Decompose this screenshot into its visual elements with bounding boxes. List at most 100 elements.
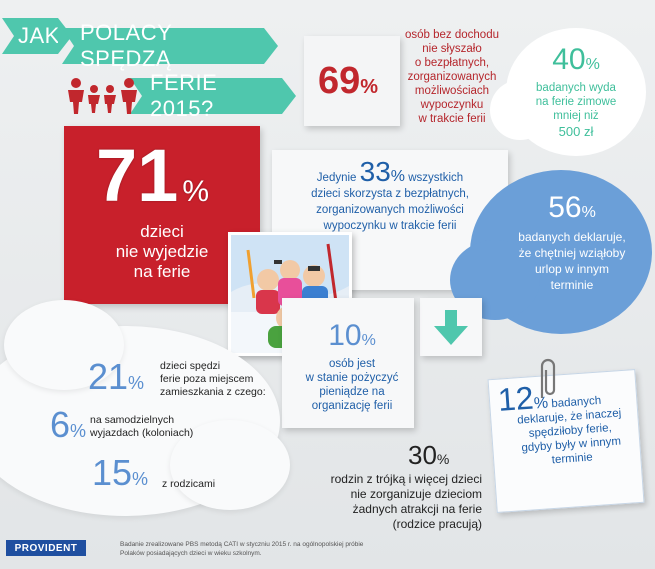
stat-21-value: 21 xyxy=(88,356,129,397)
stat-15-value-wrap: 15% xyxy=(92,452,148,494)
stat-33-text: Jedynie 33% wszystkich dzieci skorzysta … xyxy=(272,158,508,234)
paperclip-icon xyxy=(540,358,556,398)
stat-10-value-wrap: 10% xyxy=(290,320,414,357)
stat-71-line: dzieci xyxy=(140,222,184,241)
stat-40-value-wrap: 40% xyxy=(506,44,646,81)
stat-71-line: na ferie xyxy=(133,262,191,281)
stat-12-text: 12% badanych deklaruje, że inaczej spędz… xyxy=(497,380,643,471)
stat-6-line: na samodzielnych xyxy=(90,414,175,426)
title-ferie: FERIE 2015? xyxy=(150,70,218,121)
stat-30-unit: % xyxy=(436,451,450,467)
stat-69-line: możliwościach xyxy=(414,85,490,97)
stat-56-unit: % xyxy=(581,204,596,221)
stat-30-line: (rodzice pracują) xyxy=(392,517,482,531)
stat-56-value: 56 xyxy=(548,191,582,224)
stat-69-unit: % xyxy=(360,76,379,98)
stat-30-line: rodzin z trójką i więcej dzieci xyxy=(330,472,482,486)
stat-69-line: wypoczynku xyxy=(420,99,484,111)
stat-69-line: nie słyszało xyxy=(422,43,482,55)
stat-6-value-wrap: 6% xyxy=(50,404,86,446)
down-arrow-icon xyxy=(434,310,468,345)
stat-56-line: urlop w innym xyxy=(534,262,610,276)
stat-71-value: 71 xyxy=(96,134,179,217)
stat-33-value: 33 xyxy=(359,156,391,187)
stat-71-value-wrap: 71% xyxy=(96,136,209,232)
stat-15-text: z rodzicami xyxy=(162,478,215,491)
stat-15-line: z rodzicami xyxy=(162,478,216,490)
stat-56-text: 56% badanych deklaruje, że chętniej wzią… xyxy=(492,192,652,293)
stat-10-card xyxy=(282,298,414,428)
stat-10-line: osób jest xyxy=(328,358,376,370)
stat-33-line: zorganizowanych możliwości xyxy=(316,204,464,216)
stat-40-value: 40 xyxy=(552,43,586,76)
title-ferie-banner: FERIE 2015? xyxy=(130,70,296,121)
title-jak-banner: JAK xyxy=(2,18,72,54)
stat-12-unit: % xyxy=(533,394,549,413)
stat-10-unit: % xyxy=(361,332,376,349)
stat-6-unit: % xyxy=(70,421,87,441)
stat-69-line: w trakcie ferii xyxy=(418,113,486,125)
stat-71-text: dzieci nie wyjedzie na ferie xyxy=(64,222,260,282)
footer-note-line: Badanie zrealizowane PBS metodą CATI w s… xyxy=(120,541,364,548)
stat-40-unit: % xyxy=(585,56,600,73)
stat-33-unit: % xyxy=(390,168,406,185)
stat-69-line: zorganizowanych xyxy=(407,71,497,83)
stat-10-line: pieniądze na xyxy=(319,386,385,398)
stat-6-line: wyjazdach (koloniach) xyxy=(90,427,194,439)
stat-71-card xyxy=(64,126,260,304)
stat-30-value: 30 xyxy=(408,440,437,470)
stat-33-suffix: wszystkich xyxy=(408,172,464,184)
stat-15-value: 15 xyxy=(92,452,133,493)
stat-69-text: osób bez dochodu nie słyszało o bezpłatn… xyxy=(400,28,504,126)
stat-21-line: dzieci spędzi xyxy=(160,360,221,372)
stat-10-line: w stanie pożyczyć xyxy=(305,372,399,384)
stat-69-card xyxy=(304,36,400,126)
stat-30-line: żadnych atrakcji na ferie xyxy=(352,502,482,516)
stat-12-lines: deklaruje, że inaczej spędziłoby ferie, … xyxy=(499,405,643,471)
stat-10-value: 10 xyxy=(328,319,362,352)
stat-21-text: dzieci spędzi ferie poza miejscem zamies… xyxy=(160,360,266,399)
stat-10-text: 10% osób jest w stanie pożyczyć pieniądz… xyxy=(290,320,414,413)
title-polacy-banner: POLACY SPĘDZĄ xyxy=(62,20,278,71)
stat-40-line: mniej niż xyxy=(553,110,599,122)
stat-40-text: 40% badanych wyda na ferie zimowe mniej … xyxy=(506,44,646,139)
stat-6-value: 6 xyxy=(50,404,71,445)
left-cloud-puff xyxy=(170,420,290,510)
stat-30-line: nie zorganizuje dzieciom xyxy=(350,487,482,501)
stat-69-value-wrap: 69% xyxy=(318,60,378,103)
stat-33-line: dzieci skorzysta z bezpłatnych, xyxy=(311,188,469,200)
title-jak: JAK xyxy=(18,23,60,48)
footer-note-line: Polaków posiadających dzieci w wieku szk… xyxy=(120,550,262,557)
stat-56-line: że chętniej wziąłoby xyxy=(518,246,626,260)
stat-21-unit: % xyxy=(128,373,145,393)
stat-33-prefix: Jedynie xyxy=(316,172,357,184)
stat-69-line: o bezpłatnych, xyxy=(414,57,490,69)
stat-56-value-wrap: 56% xyxy=(492,192,652,229)
stat-69-line: osób bez dochodu xyxy=(405,29,499,41)
stat-33-line: wypoczynku w trakcie ferii xyxy=(323,220,457,232)
stat-15-unit: % xyxy=(132,469,149,489)
stat-40-line: na ferie zimowe xyxy=(535,96,617,108)
stat-69-value: 69 xyxy=(318,60,361,102)
title-polacy: POLACY SPĘDZĄ xyxy=(80,20,172,71)
stat-10-line: organizację ferii xyxy=(311,400,393,412)
stat-33-headline: Jedynie 33% wszystkich xyxy=(272,158,508,186)
stat-71-line: nie wyjedzie xyxy=(115,242,209,261)
stat-21-line: zamieszkania z czego: xyxy=(160,386,266,398)
stat-30-value-wrap: 30% xyxy=(408,440,449,471)
stat-21-line: ferie poza miejscem xyxy=(160,373,254,385)
stat-30-text: rodzin z trójką i więcej dzieci nie zorg… xyxy=(262,472,482,532)
stat-56-line: badanych deklaruje, xyxy=(518,230,626,244)
stat-56-line: terminie xyxy=(550,278,594,292)
stat-40-line: 500 zł xyxy=(558,124,594,139)
left-cloud-puff xyxy=(4,300,124,390)
stat-6-text: na samodzielnych wyjazdach (koloniach) xyxy=(90,414,193,440)
provident-logo: PROVIDENT xyxy=(6,540,86,556)
stat-40-cloud-puff xyxy=(490,80,550,140)
family-icon xyxy=(68,78,137,114)
footer-note: Badanie zrealizowane PBS metodą CATI w s… xyxy=(120,540,363,558)
stat-71-unit: % xyxy=(182,175,209,208)
stat-40-line: badanych wyda xyxy=(536,82,616,94)
provident-logo-text: PROVIDENT xyxy=(14,542,78,554)
stat-21-value-wrap: 21% xyxy=(88,356,144,398)
